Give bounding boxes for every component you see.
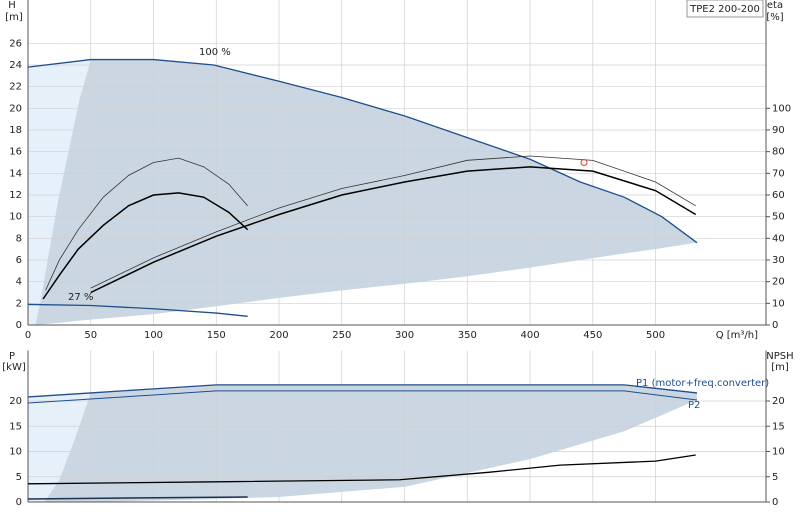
- chart-title: TPE2 200-200: [689, 4, 760, 15]
- operating-point: [580, 159, 588, 166]
- y2-unit: [m]: [771, 362, 789, 373]
- y2-tick-label: 70: [772, 168, 785, 179]
- y-tick-label: 14: [9, 168, 22, 179]
- y-tick-label: 6: [16, 255, 22, 266]
- envelope-area: [28, 59, 91, 325]
- x-tick-label: 250: [332, 330, 351, 341]
- y2-tick-label: 50: [772, 212, 785, 223]
- x-label: Q [m³/h]: [716, 330, 758, 341]
- y2-tick-label: 0: [772, 497, 778, 508]
- curve: [27, 303, 248, 317]
- curve: [90, 155, 696, 289]
- y-tick-label: 22: [9, 82, 22, 93]
- y2-tick-label: 100: [772, 103, 791, 114]
- y-tick-label: 8: [16, 233, 22, 244]
- x-tick-label: 100: [144, 330, 163, 341]
- y2-unit: [%]: [766, 12, 783, 23]
- y2-tick-label: 10: [772, 298, 785, 309]
- y-tick-label: 5: [16, 472, 22, 483]
- y-tick-label: 15: [9, 421, 22, 432]
- x-tick-label: 400: [520, 330, 539, 341]
- curve: [90, 166, 697, 294]
- y-tick-label: 20: [9, 103, 22, 114]
- y-tick-label: 0: [16, 320, 22, 331]
- legend-entry: P2: [688, 400, 700, 411]
- y-tick-label: 16: [9, 147, 22, 158]
- x-tick-label: 150: [207, 330, 226, 341]
- y-tick-label: 24: [9, 60, 22, 71]
- curve: [45, 157, 248, 291]
- y-tick-label: 26: [9, 38, 22, 49]
- y2-tick-label: 20: [772, 277, 785, 288]
- x-tick-label: 200: [269, 330, 288, 341]
- y2-tick-label: 10: [772, 447, 785, 458]
- curve: [27, 454, 696, 485]
- y2-tick-label: 60: [772, 190, 785, 201]
- legend-entry: P1 (motor+freq.converter): [636, 378, 769, 389]
- curve: [42, 192, 249, 300]
- y-tick-label: 4: [16, 277, 22, 288]
- y-tick-label: 2: [16, 298, 22, 309]
- y-tick-label: 10: [9, 212, 22, 223]
- curve: [27, 384, 698, 398]
- annotation: 27 %: [68, 292, 93, 303]
- y2-tick-label: 0: [772, 320, 778, 331]
- y-tick-label: 10: [9, 447, 22, 458]
- y2-tick-label: 80: [772, 147, 785, 158]
- y2-label: eta: [767, 0, 783, 11]
- title-box: [686, 0, 764, 18]
- x-tick-label: 500: [646, 330, 665, 341]
- envelope-area: [35, 59, 697, 325]
- y-unit: [m]: [5, 12, 23, 23]
- y2-tick-label: 5: [772, 472, 778, 483]
- y-label: P: [9, 351, 15, 362]
- curve: [27, 390, 698, 404]
- plot-layer: 0 50 100 150 200 250 300 350 400 450 5000246810121…: [9, 0, 791, 508]
- y2-tick-label: 15: [772, 421, 785, 432]
- y2-tick-label: 20: [772, 396, 785, 407]
- y2-tick-label: 90: [772, 125, 785, 136]
- x-tick-label: 0: [25, 330, 31, 341]
- y2-label: NPSH: [766, 351, 793, 362]
- y2-tick-label: 40: [772, 233, 785, 244]
- curve: [27, 58, 698, 244]
- x-tick-label: 350: [458, 330, 477, 341]
- y2-tick-label: 30: [772, 255, 785, 266]
- x-tick-label: 50: [84, 330, 97, 341]
- annotation: 100 %: [199, 47, 231, 58]
- envelope-area: [28, 392, 91, 502]
- y-tick-label: 0: [16, 497, 22, 508]
- y-tick-label: 20: [9, 396, 22, 407]
- x-tick-label: 450: [583, 330, 602, 341]
- y-tick-label: 18: [9, 125, 22, 136]
- y-label: H: [8, 0, 16, 11]
- x-tick-label: 300: [395, 330, 414, 341]
- envelope-area: [44, 384, 697, 502]
- y-tick-label: 12: [9, 190, 22, 201]
- y-unit: [kW]: [2, 362, 26, 373]
- curve: [27, 496, 248, 500]
